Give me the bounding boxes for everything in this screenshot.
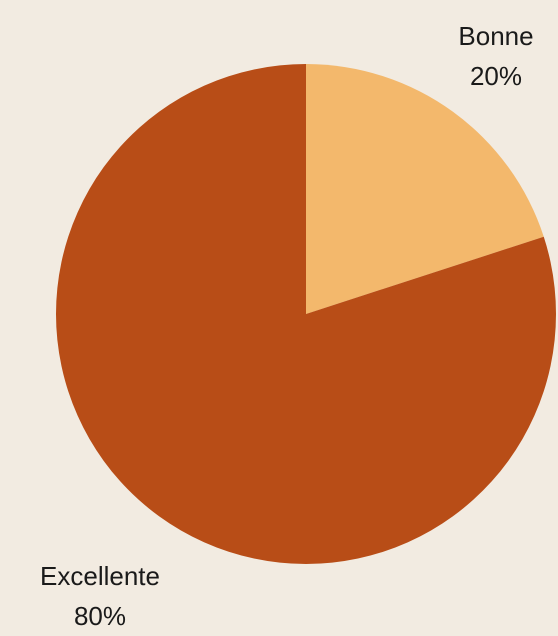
slice-label: Bonne: [458, 21, 533, 51]
slice-value-label: 20%: [470, 61, 522, 91]
slice-label: Excellente: [40, 561, 160, 591]
pie-slice: [55, 64, 556, 564]
slice-value-label: 80%: [74, 601, 126, 631]
pie-slice: [306, 64, 544, 314]
